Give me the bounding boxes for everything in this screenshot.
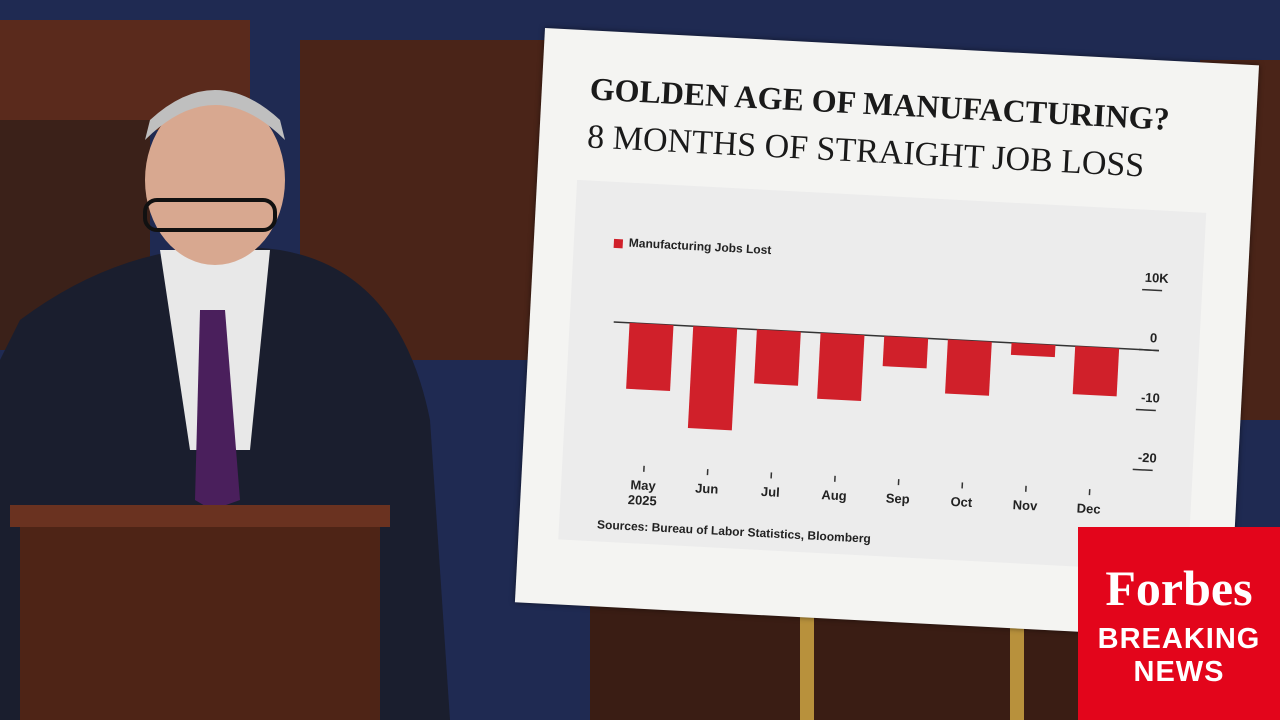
bar	[945, 339, 992, 396]
y-tick-label: -10	[1140, 389, 1161, 406]
bar	[626, 322, 674, 392]
chart-panel: -20 -10 0 10K Manufacturing Jobs Lost May 202…	[558, 179, 1207, 573]
bar	[817, 332, 865, 402]
bar	[882, 336, 929, 369]
chart	[613, 238, 1163, 496]
bar	[1010, 342, 1056, 358]
forbes-logo: Forbes BREAKING NEWS	[1078, 527, 1280, 720]
y-tick	[1135, 408, 1156, 412]
y-tick	[1142, 288, 1163, 292]
x-tick-label: Jun	[694, 480, 719, 497]
y-tick-label: 10K	[1144, 269, 1170, 286]
y-tick-label: -20	[1137, 449, 1158, 466]
x-tick-label: Dec	[1076, 500, 1102, 517]
news: NEWS	[1133, 656, 1225, 688]
y-tick-label: 0	[1149, 330, 1158, 346]
legend-swatch	[613, 238, 624, 249]
x-tick-label: Aug	[821, 487, 848, 504]
bar	[687, 326, 738, 431]
breaking: BREAKING	[1097, 623, 1261, 655]
x-tick-label: Sep	[885, 490, 911, 507]
y-tick	[1132, 468, 1153, 472]
x-tick-label: Oct	[950, 493, 973, 510]
poster: GOLDEN AGE OF MANUFACTURING? 8 MONTHS OF…	[514, 28, 1260, 640]
bar	[754, 329, 801, 386]
x-tick-label: Jul	[760, 483, 781, 500]
x-tick-label: May 2025	[627, 477, 658, 509]
bar	[1072, 346, 1120, 397]
brand: Forbes	[1105, 560, 1253, 616]
x-tick-label: Nov	[1012, 497, 1038, 514]
